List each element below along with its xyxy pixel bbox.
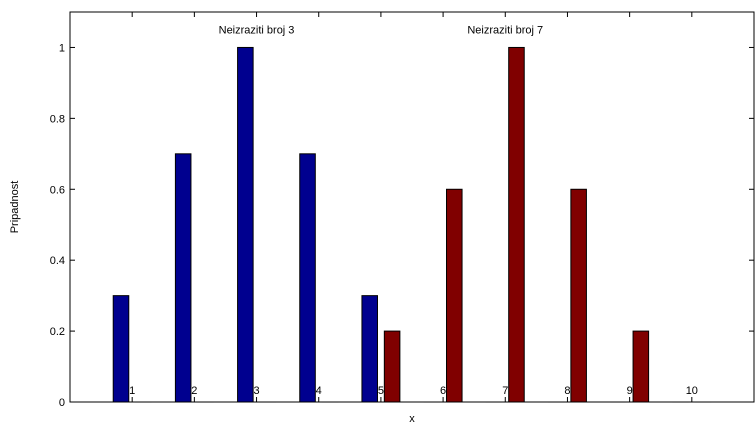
x-tick-label: 10 [686, 385, 698, 397]
bars-group [112, 46, 712, 403]
y-axis: 0 0.2 0.4 0.6 0.8 1 [50, 42, 754, 409]
bar-series2-x9 [632, 330, 650, 403]
y-tick-label: 0.2 [50, 326, 65, 338]
x-tick-label: 7 [502, 385, 508, 397]
annotation-1: Neizraziti broj 3 [219, 25, 295, 37]
bar-series1-x4 [299, 153, 316, 403]
x-tick-label: 8 [564, 385, 570, 397]
x-tick-label: 2 [191, 385, 197, 397]
bar-series1-x3 [237, 46, 254, 403]
y-tick-label: 0.6 [50, 184, 65, 196]
x-tick-label: 5 [378, 385, 384, 397]
x-tick-label: 4 [316, 385, 322, 397]
annotation-2: Neizraziti broj 7 [467, 25, 543, 37]
bar-series2-x5 [383, 330, 401, 403]
y-tick-label: 0.8 [50, 113, 65, 125]
bar-series1-x5 [361, 295, 378, 403]
annotations: Neizraziti broj 3 Neizraziti broj 7 [219, 25, 544, 37]
y-axis-label: Pripadnost [9, 181, 21, 234]
x-axis: 1 2 3 4 5 6 7 8 9 10 [129, 12, 698, 402]
x-tick-label: 3 [253, 385, 259, 397]
bar-series2-x7 [508, 46, 525, 403]
plot-area [69, 11, 755, 403]
y-tick-label: 1 [59, 42, 65, 54]
x-axis-label: x [409, 413, 415, 425]
bar-series2-x6 [446, 188, 463, 403]
bar-series1-x2 [174, 153, 192, 403]
x-tick-label: 1 [129, 385, 135, 397]
x-tick-label: 6 [440, 385, 446, 397]
y-tick-label: 0.4 [50, 255, 65, 267]
bar-series2-x8 [570, 188, 587, 403]
y-tick-label: 0 [59, 397, 65, 409]
x-tick-label: 9 [627, 385, 633, 397]
bar-series1-x1 [112, 295, 130, 403]
